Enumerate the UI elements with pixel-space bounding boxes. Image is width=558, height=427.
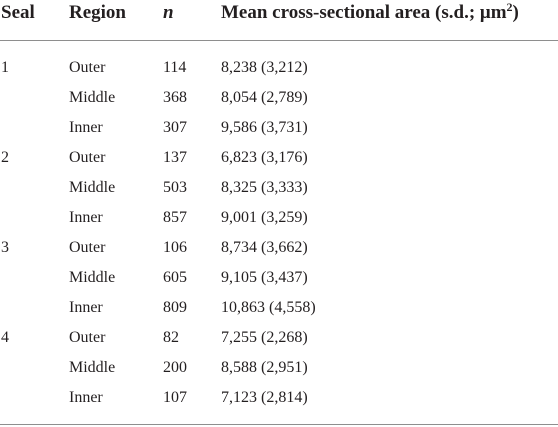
- cell-seal: 1: [1, 59, 9, 76]
- header-region: Region: [69, 2, 126, 23]
- cell-n: 857: [163, 209, 187, 226]
- cell-mean-area: 7,255 (2,268): [221, 329, 308, 346]
- cell-seal: 3: [1, 239, 9, 256]
- cell-region: Inner: [69, 209, 103, 226]
- cell-region: Middle: [69, 359, 116, 376]
- cell-seal: 4: [1, 329, 9, 346]
- cell-n: 809: [163, 299, 187, 316]
- cell-mean-area: 8,238 (3,212): [221, 59, 308, 76]
- cell-region: Inner: [69, 389, 103, 406]
- cell-mean-area: 8,054 (2,789): [221, 89, 308, 106]
- cell-mean-area: 6,823 (3,176): [221, 149, 308, 166]
- cell-region: Middle: [69, 179, 116, 196]
- cell-mean-area: 9,105 (3,437): [221, 269, 308, 286]
- cell-n: 503: [163, 179, 187, 196]
- cell-n: 107: [163, 389, 187, 406]
- cell-n: 307: [163, 119, 187, 136]
- cell-n: 368: [163, 89, 187, 106]
- header-mean-area-text: Mean cross-sectional area (s.d.; μm: [221, 2, 507, 23]
- bottom-rule: [0, 424, 558, 425]
- cell-n: 605: [163, 269, 187, 286]
- cell-region: Inner: [69, 119, 103, 136]
- cell-mean-area: 10,863 (4,558): [221, 299, 316, 316]
- cell-region: Middle: [69, 269, 116, 286]
- cell-n: 82: [163, 329, 179, 346]
- cell-region: Inner: [69, 299, 103, 316]
- cell-n: 106: [163, 239, 187, 256]
- cell-n: 200: [163, 359, 187, 376]
- cell-n: 114: [163, 59, 187, 76]
- cell-region: Outer: [69, 59, 106, 76]
- cell-mean-area: 7,123 (2,814): [221, 389, 308, 406]
- header-seal: Seal: [1, 2, 35, 23]
- cell-mean-area: 8,588 (2,951): [221, 359, 308, 376]
- cell-mean-area: 8,734 (3,662): [221, 239, 308, 256]
- cell-region: Outer: [69, 239, 106, 256]
- cell-region: Middle: [69, 89, 116, 106]
- cell-n: 137: [163, 149, 187, 166]
- cell-seal: 2: [1, 149, 9, 166]
- header-n: n: [163, 2, 174, 23]
- cell-mean-area: 9,001 (3,259): [221, 209, 308, 226]
- cell-region: Outer: [69, 149, 106, 166]
- cell-mean-area: 8,325 (3,333): [221, 179, 308, 196]
- header-mean-area: Mean cross-sectional area (s.d.; μm2): [221, 0, 519, 26]
- cell-region: Outer: [69, 329, 106, 346]
- header-mean-area-superscript: 2: [506, 0, 513, 14]
- header-mean-area-close: ): [512, 2, 519, 23]
- header-rule: [0, 40, 558, 41]
- cell-mean-area: 9,586 (3,731): [221, 119, 308, 136]
